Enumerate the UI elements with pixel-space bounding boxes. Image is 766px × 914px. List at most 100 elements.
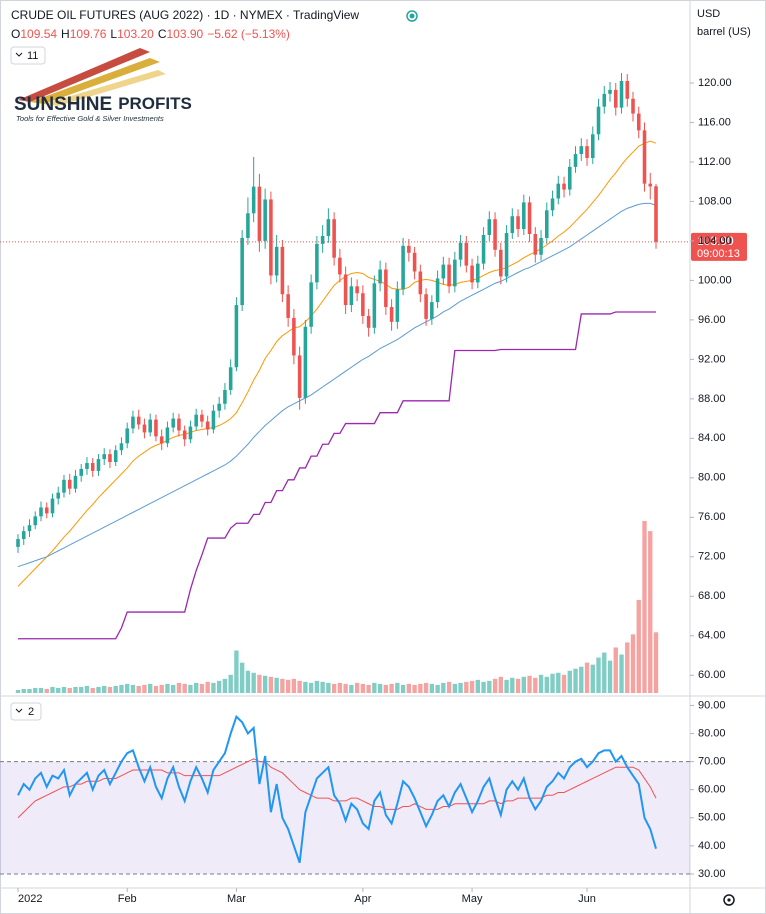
volume-bar [308, 682, 314, 693]
y-tick-label: 88.00 [698, 393, 726, 405]
candle-body [228, 367, 233, 390]
candle-body [355, 286, 359, 294]
volume-bar [366, 684, 371, 693]
countdown: 09:00:13 [697, 248, 740, 260]
logo-name-rest: PROFITS [118, 94, 192, 113]
volume-bar [73, 686, 78, 693]
candle-body [476, 263, 480, 283]
candle-body [125, 428, 129, 444]
y-tick-label: 80.00 [698, 472, 726, 484]
volume-bar [67, 687, 72, 693]
volume-bar [389, 683, 394, 693]
volume-bar [21, 688, 26, 693]
volume-bar [452, 683, 458, 693]
x-tick-label: 2022 [18, 893, 42, 905]
volume-bar [280, 678, 285, 693]
candle-body [102, 454, 106, 460]
volume-bar [38, 687, 44, 693]
candle-body [246, 213, 250, 238]
candle-body [131, 416, 135, 429]
indicator-line [17, 714, 657, 864]
candle-body [458, 242, 463, 260]
volume-bar [515, 678, 521, 693]
indicator-line [17, 202, 657, 568]
volume-bar [27, 688, 32, 693]
volume-bar [446, 681, 452, 693]
candle-body [585, 146, 589, 158]
volume-bar [343, 683, 348, 693]
candle-body [590, 134, 595, 158]
volume-bar [171, 684, 176, 693]
volume-bar [15, 689, 21, 693]
volume-bar [475, 679, 481, 693]
legend-value: 109.76 [70, 27, 107, 41]
volume-bar [354, 682, 360, 693]
volume-bar [481, 681, 486, 693]
candle-body [654, 186, 658, 242]
volume-bar [504, 679, 509, 693]
volume-bar [291, 678, 297, 693]
volume-bar [596, 657, 601, 693]
candle-body [154, 419, 158, 437]
volume-bar [469, 680, 475, 693]
y-tick-label: 100.00 [698, 274, 732, 286]
volume-bar [550, 673, 555, 693]
candle-body [562, 183, 566, 190]
unit-box [692, 4, 764, 44]
legend-key: O [11, 27, 20, 41]
legend-value: 109.54 [20, 27, 57, 41]
volume-bar [228, 674, 233, 693]
volume-bar [119, 684, 124, 693]
ohlc-legend: O109.54 H109.76 L103.20 C103.90 −5.62 (−5.13… [11, 27, 290, 41]
volume-bar [653, 632, 659, 693]
volume-bar [458, 682, 463, 693]
volume-bar [216, 680, 222, 693]
candle-body [343, 274, 348, 306]
currency[interactable]: USD [697, 8, 720, 20]
volume-bar [636, 599, 641, 693]
candle-body [533, 234, 538, 255]
gear-center [727, 898, 731, 902]
volume-bar [573, 668, 578, 693]
candle-body [223, 389, 227, 404]
volume-bar [521, 676, 526, 693]
volume-bar [538, 674, 544, 693]
candle-body [407, 245, 411, 253]
candle-body [372, 283, 377, 328]
indicator-toggle[interactable] [10, 46, 46, 65]
settings-icon[interactable] [723, 894, 735, 906]
volume-bar [406, 683, 412, 693]
candle-body [108, 454, 112, 463]
candle-body [349, 286, 354, 306]
candle-body [62, 479, 66, 493]
logo-name: SUNSHINE PROFITS [14, 94, 192, 115]
candle-body [148, 419, 152, 433]
candle-body [44, 507, 49, 514]
y-tick-label: 96.00 [698, 314, 726, 326]
candle-body [579, 146, 584, 155]
candle-body [361, 293, 365, 316]
volume-bar [395, 682, 400, 693]
candle-body [96, 459, 101, 471]
candle-body [648, 183, 653, 187]
x-tick-label: Jun [578, 893, 596, 905]
unit[interactable]: barrel (US) [697, 26, 751, 38]
candle-body [539, 237, 543, 255]
candle-body [619, 80, 624, 108]
volume-bar [257, 674, 262, 693]
candle-body [447, 264, 451, 287]
volume-bar [222, 678, 228, 693]
candle-body [269, 199, 273, 276]
volume-bar [418, 683, 423, 693]
volume-bar [435, 684, 440, 693]
candle-body [234, 305, 239, 368]
candle-body [39, 507, 43, 517]
indicator-toggle[interactable] [10, 702, 42, 721]
y-tick-label: 108.00 [698, 195, 732, 207]
y-tick-label: 116.00 [698, 116, 731, 128]
volume-bar [492, 678, 498, 693]
candle-body [625, 80, 630, 99]
volume-bar [239, 662, 245, 693]
volume-bar [44, 688, 49, 693]
